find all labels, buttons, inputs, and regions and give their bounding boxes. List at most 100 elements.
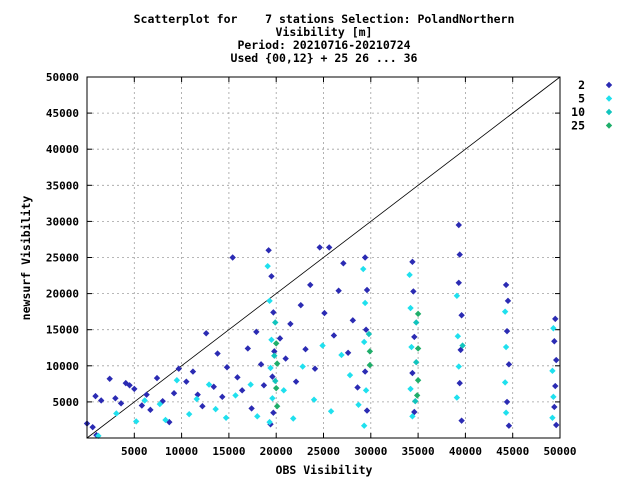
data-point bbox=[502, 409, 510, 416]
data-point bbox=[89, 423, 96, 431]
data-point bbox=[549, 367, 556, 375]
data-point bbox=[455, 221, 462, 229]
data-point bbox=[553, 356, 560, 364]
data-point bbox=[276, 335, 284, 342]
data-point bbox=[455, 279, 462, 286]
data-point bbox=[260, 382, 268, 389]
data-point bbox=[247, 381, 254, 388]
y-tick-label: 35000 bbox=[46, 179, 79, 192]
data-point bbox=[316, 244, 323, 251]
data-point bbox=[552, 315, 559, 323]
data-point bbox=[346, 371, 354, 379]
data-point bbox=[504, 297, 512, 305]
data-point bbox=[335, 287, 342, 294]
identity-reference-line bbox=[86, 76, 561, 439]
data-point bbox=[458, 312, 465, 319]
x-tick-label: 10000 bbox=[165, 445, 198, 458]
data-point bbox=[325, 244, 333, 251]
data-point bbox=[271, 352, 278, 359]
y-tick-label: 5000 bbox=[53, 396, 80, 409]
data-point bbox=[189, 368, 197, 375]
legend-marker bbox=[605, 95, 613, 102]
data-point bbox=[413, 319, 420, 326]
legend-marker bbox=[605, 122, 613, 129]
data-point bbox=[117, 400, 125, 407]
data-point bbox=[205, 381, 213, 388]
x-tick-label: 45000 bbox=[496, 445, 529, 458]
data-point bbox=[153, 374, 161, 382]
legend-label: 2 bbox=[578, 78, 585, 92]
y-tick-label: 15000 bbox=[46, 324, 79, 337]
data-point bbox=[268, 273, 275, 280]
data-point bbox=[113, 410, 120, 417]
data-point bbox=[502, 343, 510, 351]
data-point bbox=[126, 382, 133, 389]
data-point bbox=[273, 340, 280, 347]
data-point bbox=[414, 310, 422, 318]
data-point bbox=[292, 378, 300, 385]
series-10 bbox=[271, 319, 466, 405]
series-5 bbox=[95, 262, 557, 440]
data-point bbox=[257, 361, 265, 368]
x-tick-label: 20000 bbox=[260, 445, 293, 458]
data-point bbox=[453, 394, 461, 401]
y-tick-label: 10000 bbox=[46, 360, 79, 373]
x-tick-label: 15000 bbox=[212, 445, 245, 458]
data-point bbox=[234, 374, 241, 381]
x-tick-label: 50000 bbox=[543, 445, 576, 458]
data-point bbox=[112, 395, 119, 402]
data-point bbox=[219, 393, 226, 401]
y-tick-label: 45000 bbox=[46, 107, 79, 120]
data-point bbox=[193, 395, 200, 403]
data-point bbox=[552, 382, 559, 390]
data-point bbox=[266, 297, 273, 305]
data-point bbox=[414, 377, 422, 384]
data-point bbox=[321, 309, 328, 317]
x-tick-label: 25000 bbox=[307, 445, 340, 458]
data-point bbox=[501, 379, 509, 386]
data-point bbox=[97, 397, 105, 404]
y-tick-label: 50000 bbox=[46, 71, 79, 84]
data-point bbox=[183, 378, 190, 385]
data-point bbox=[551, 338, 558, 345]
data-point bbox=[414, 345, 422, 352]
data-point bbox=[549, 414, 556, 421]
data-point bbox=[307, 281, 314, 289]
data-point bbox=[361, 368, 369, 375]
data-point bbox=[338, 351, 345, 359]
data-point bbox=[409, 369, 416, 377]
data-point bbox=[141, 397, 148, 404]
data-point bbox=[269, 395, 276, 402]
data-point bbox=[310, 396, 318, 403]
legend-label: 10 bbox=[571, 105, 585, 119]
legend-label: 25 bbox=[571, 119, 585, 133]
data-point bbox=[229, 254, 236, 261]
data-point bbox=[143, 391, 150, 398]
data-point bbox=[410, 288, 417, 295]
data-point bbox=[199, 403, 206, 410]
x-tick-label: 40000 bbox=[449, 445, 482, 458]
title-line-2: Visibility [m] bbox=[276, 25, 373, 39]
y-tick-label: 40000 bbox=[46, 143, 79, 156]
series-25 bbox=[273, 310, 422, 410]
data-point bbox=[297, 301, 304, 309]
data-point bbox=[361, 254, 369, 261]
data-point bbox=[173, 377, 181, 384]
data-point bbox=[214, 350, 221, 357]
data-point bbox=[302, 345, 309, 353]
x-tick-label: 30000 bbox=[354, 445, 387, 458]
data-point bbox=[248, 405, 255, 412]
data-point bbox=[270, 309, 277, 316]
data-point bbox=[273, 360, 281, 367]
data-point bbox=[95, 432, 102, 440]
data-point bbox=[319, 342, 326, 349]
data-point bbox=[503, 398, 511, 406]
data-point bbox=[132, 418, 140, 425]
data-point bbox=[156, 400, 164, 408]
data-point bbox=[553, 421, 560, 429]
data-point bbox=[453, 292, 461, 299]
data-point bbox=[170, 390, 178, 397]
legend-marker bbox=[605, 108, 613, 116]
data-point bbox=[166, 418, 173, 426]
